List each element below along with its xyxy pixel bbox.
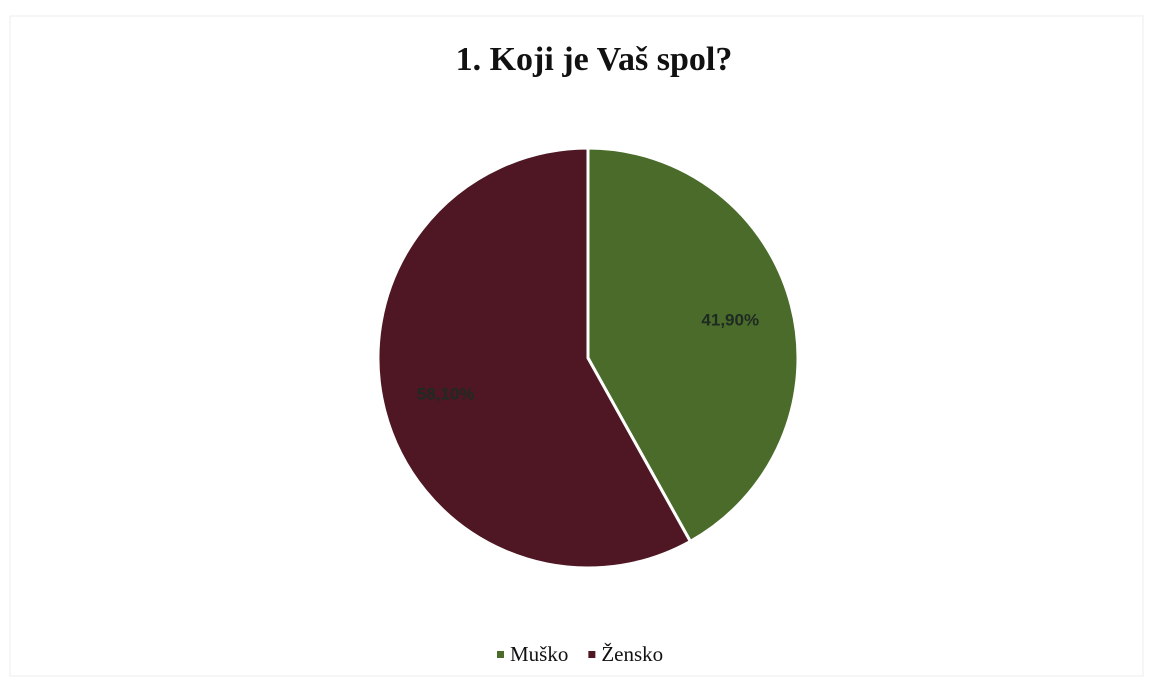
legend-swatch (588, 651, 596, 658)
data-label: 58,10% (417, 384, 475, 403)
pie-slice (586, 146, 800, 544)
pie-slice (376, 146, 693, 570)
chart-title: 1. Koji je Vaš spol? (456, 41, 733, 78)
legend-swatch (497, 651, 504, 658)
legend-label: Muško (510, 642, 568, 666)
data-label: 41,90% (701, 310, 759, 329)
legend-label: Žensko (601, 642, 663, 666)
